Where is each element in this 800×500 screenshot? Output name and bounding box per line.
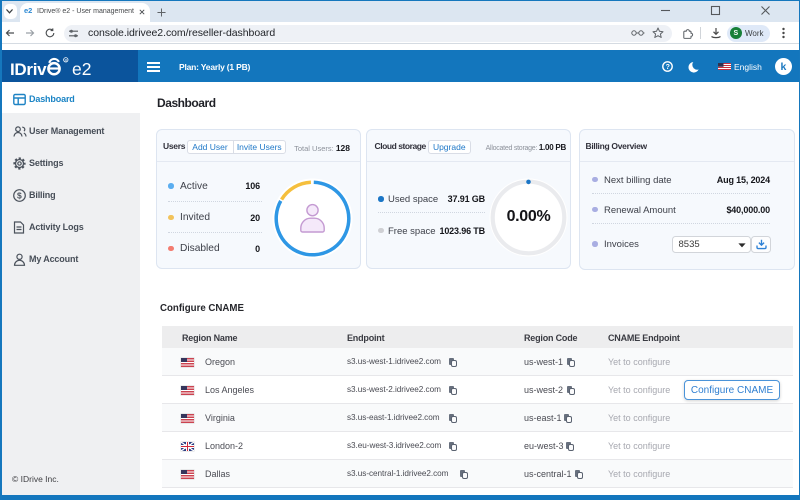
svg-text:?: ? (666, 64, 670, 71)
svg-text:IDriv: IDriv (10, 60, 47, 79)
svg-text:R: R (65, 58, 68, 62)
svg-text:$: $ (17, 190, 22, 200)
svg-text:e2: e2 (72, 59, 91, 79)
